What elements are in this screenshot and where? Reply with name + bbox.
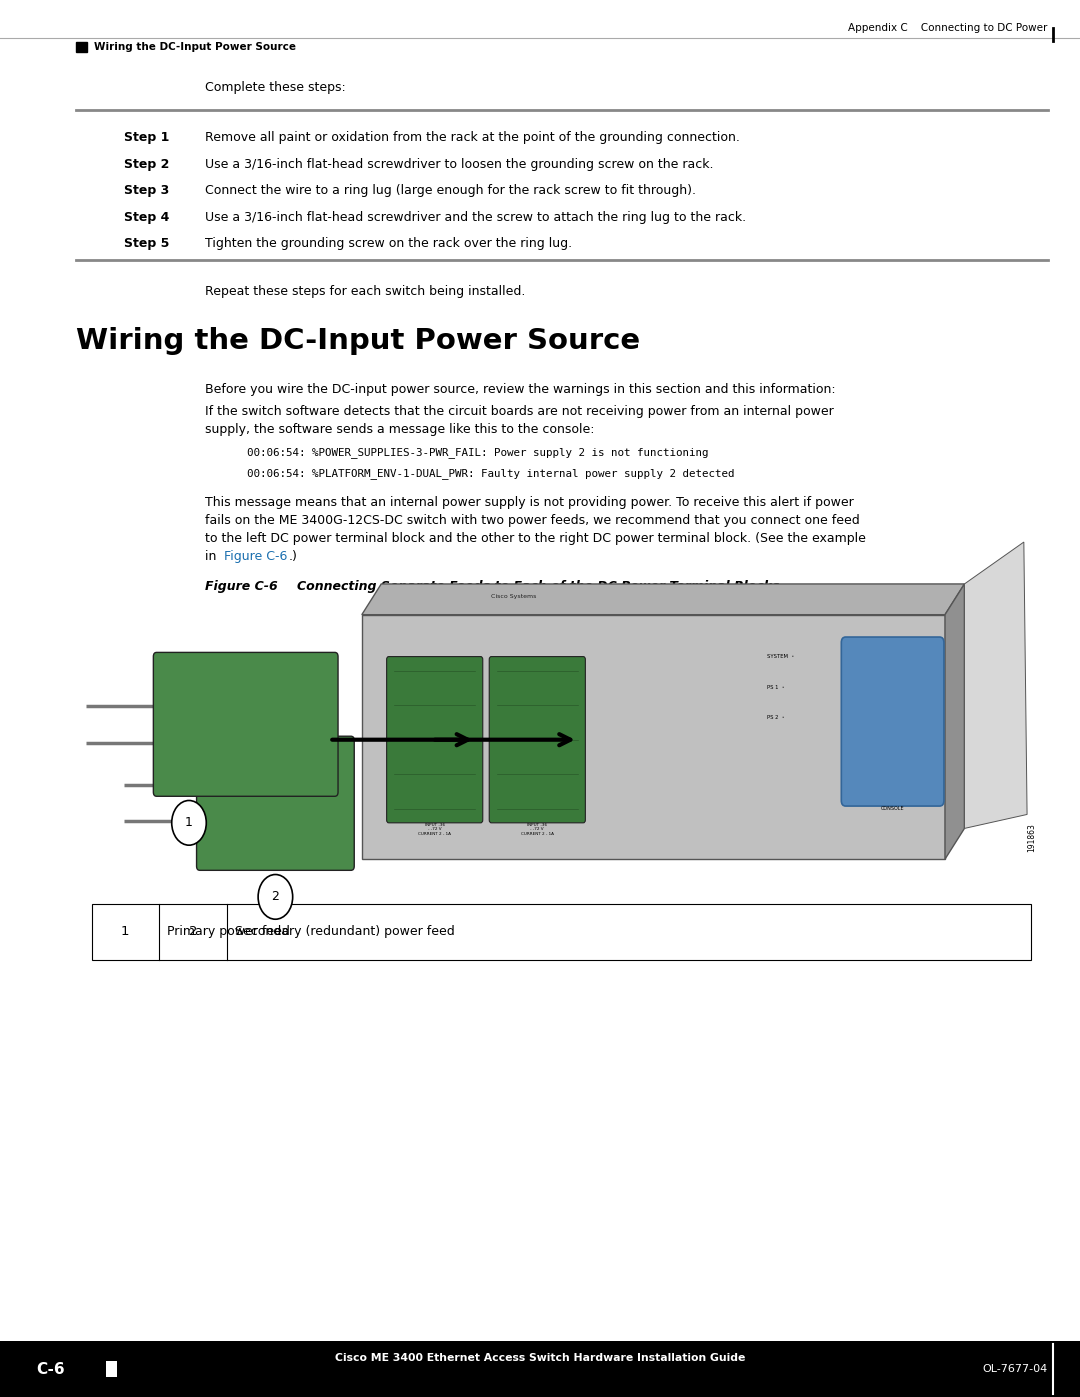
Text: Step 4: Step 4 <box>124 211 170 224</box>
Text: 2: 2 <box>189 925 198 939</box>
FancyBboxPatch shape <box>489 657 585 823</box>
Text: 1: 1 <box>121 925 130 939</box>
Text: Step 3: Step 3 <box>124 184 170 197</box>
Text: to the left DC power terminal block and the other to the right DC power terminal: to the left DC power terminal block and … <box>205 532 866 545</box>
Text: PS 2  ◦: PS 2 ◦ <box>767 715 785 721</box>
Polygon shape <box>945 584 964 859</box>
Bar <box>92 904 1031 960</box>
Polygon shape <box>964 542 1027 828</box>
FancyBboxPatch shape <box>197 736 354 870</box>
Text: Complete these steps:: Complete these steps: <box>205 81 346 94</box>
Text: 00:06:54: %POWER_SUPPLIES-3-PWR_FAIL: Power supply 2 is not functioning: 00:06:54: %POWER_SUPPLIES-3-PWR_FAIL: Po… <box>221 447 708 458</box>
Text: Cisco Systems: Cisco Systems <box>491 594 537 599</box>
Text: Figure C-6: Figure C-6 <box>205 580 278 592</box>
Text: Tighten the grounding screw on the rack over the ring lug.: Tighten the grounding screw on the rack … <box>205 237 572 250</box>
Text: 2: 2 <box>271 890 280 904</box>
Text: Figure C-6: Figure C-6 <box>224 550 287 563</box>
Text: in: in <box>205 550 220 563</box>
Text: Step 5: Step 5 <box>124 237 170 250</box>
Circle shape <box>258 875 293 919</box>
Text: This message means that an internal power supply is not providing power. To rece: This message means that an internal powe… <box>205 496 854 509</box>
FancyBboxPatch shape <box>841 637 944 806</box>
Text: supply, the software sends a message like this to the console:: supply, the software sends a message lik… <box>205 423 595 436</box>
Text: .): .) <box>288 550 297 563</box>
Bar <box>76 42 87 52</box>
Text: SYSTEM  ◦: SYSTEM ◦ <box>767 654 794 659</box>
FancyBboxPatch shape <box>153 652 338 796</box>
Bar <box>362 615 945 859</box>
Text: 191863: 191863 <box>1027 823 1036 852</box>
Text: Wiring the DC-Input Power Source: Wiring the DC-Input Power Source <box>94 42 296 52</box>
Text: Connect the wire to a ring lug (large enough for the rack screw to fit through).: Connect the wire to a ring lug (large en… <box>205 184 697 197</box>
Bar <box>106 1361 117 1377</box>
Polygon shape <box>362 584 964 615</box>
Text: Step 1: Step 1 <box>124 131 170 144</box>
Text: OL-7677-04: OL-7677-04 <box>983 1363 1048 1375</box>
Text: 1: 1 <box>185 816 193 830</box>
Text: fails on the ME 3400G-12CS-DC switch with two power feeds, we recommend that you: fails on the ME 3400G-12CS-DC switch wit… <box>205 514 860 527</box>
Text: INPUT -36
- -72 V
CURRENT 2 - 1A: INPUT -36 - -72 V CURRENT 2 - 1A <box>521 823 554 835</box>
Bar <box>0 1341 1080 1397</box>
Text: INPUT -36
- -72 V
CURRENT 2 - 1A: INPUT -36 - -72 V CURRENT 2 - 1A <box>418 823 451 835</box>
Text: Use a 3/16-inch flat-head screwdriver and the screw to attach the ring lug to th: Use a 3/16-inch flat-head screwdriver an… <box>205 211 746 224</box>
Text: Step 2: Step 2 <box>124 158 170 170</box>
Text: PS 1  ◦: PS 1 ◦ <box>767 685 785 690</box>
Text: Cisco ME 3400 Ethernet Access Switch Hardware Installation Guide: Cisco ME 3400 Ethernet Access Switch Har… <box>335 1352 745 1363</box>
Text: Appendix C    Connecting to DC Power: Appendix C Connecting to DC Power <box>848 22 1048 34</box>
Text: CONSOLE: CONSOLE <box>881 806 904 812</box>
Circle shape <box>172 800 206 845</box>
FancyBboxPatch shape <box>387 657 483 823</box>
Text: Remove all paint or oxidation from the rack at the point of the grounding connec: Remove all paint or oxidation from the r… <box>205 131 740 144</box>
Text: If the switch software detects that the circuit boards are not receiving power f: If the switch software detects that the … <box>205 405 834 418</box>
Text: C-6: C-6 <box>37 1362 65 1376</box>
Text: Primary power feed: Primary power feed <box>167 925 291 939</box>
Text: Use a 3/16-inch flat-head screwdriver to loosen the grounding screw on the rack.: Use a 3/16-inch flat-head screwdriver to… <box>205 158 714 170</box>
Text: Before you wire the DC-input power source, review the warnings in this section a: Before you wire the DC-input power sourc… <box>205 383 836 395</box>
Text: Secondary (redundant) power feed: Secondary (redundant) power feed <box>235 925 455 939</box>
Text: Repeat these steps for each switch being installed.: Repeat these steps for each switch being… <box>205 285 526 298</box>
Text: Connecting Separate Feeds to Each of the DC Power Terminal Blocks: Connecting Separate Feeds to Each of the… <box>297 580 780 592</box>
Text: 00:06:54: %PLATFORM_ENV-1-DUAL_PWR: Faulty internal power supply 2 detected: 00:06:54: %PLATFORM_ENV-1-DUAL_PWR: Faul… <box>221 468 734 479</box>
Text: Wiring the DC-Input Power Source: Wiring the DC-Input Power Source <box>76 327 639 355</box>
